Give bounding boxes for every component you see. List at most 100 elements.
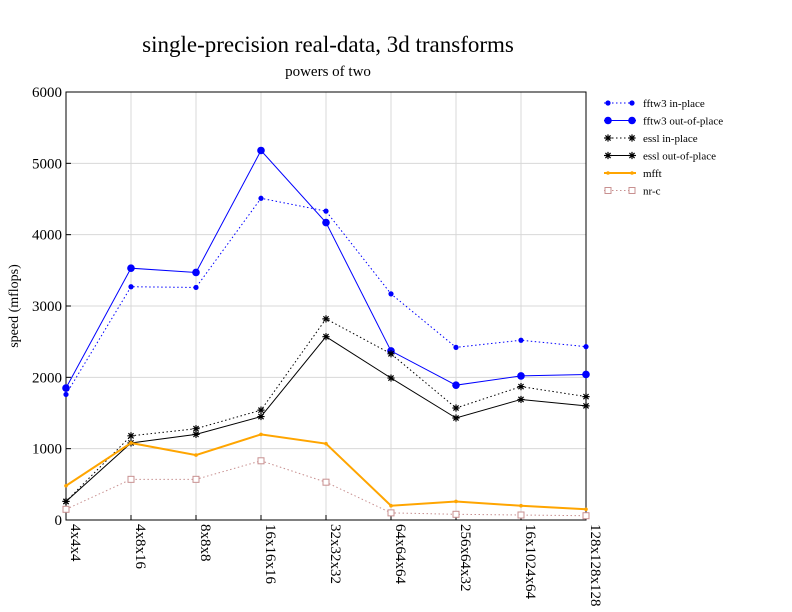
data-point: [194, 453, 198, 457]
data-point: [129, 441, 133, 445]
data-point: [517, 511, 525, 519]
legend-marker: [628, 134, 636, 142]
axes: [65, 91, 587, 521]
y-axis-label: speed (mflops): [7, 264, 22, 348]
x-tick-label: 256x64x32: [457, 524, 473, 592]
data-point: [322, 315, 330, 323]
data-point: [582, 370, 590, 379]
series-fftw3-in-place: [63, 195, 589, 398]
series-fftw3-out-of-place: [62, 146, 590, 392]
legend-marker: [630, 171, 634, 175]
data-point: [584, 507, 588, 512]
legend-label: mfft: [643, 168, 662, 180]
y-tick-label: 6000: [32, 85, 62, 101]
legend-marker: [604, 187, 612, 194]
chart-subtitle: powers of two: [285, 64, 371, 80]
data-point: [582, 392, 590, 401]
data-point: [192, 268, 200, 277]
data-point: [127, 264, 135, 272]
data-point: [259, 432, 263, 437]
data-point: [322, 478, 330, 486]
data-point: [387, 374, 395, 382]
data-point: [322, 333, 330, 341]
data-point: [518, 337, 524, 343]
chart-title: single-precision real-data, 3d transform…: [142, 32, 514, 57]
series-essl-out-of-place: [62, 333, 590, 506]
data-point: [64, 483, 68, 488]
data-point: [127, 432, 135, 440]
data-point: [258, 195, 264, 201]
legend-label: essl out-of-place: [643, 151, 716, 163]
data-point: [62, 497, 70, 506]
data-point: [452, 404, 460, 412]
data-point: [323, 208, 329, 214]
legend-marker: [629, 100, 635, 106]
tick-labels: 0 1000 2000 3000 4000 5000 6000 4x4x4 4x8x16 8x8x…: [32, 85, 603, 607]
data-point: [517, 383, 525, 391]
y-tick-label: 3000: [32, 299, 62, 315]
y-tick-label: 4000: [32, 228, 62, 244]
data-point: [454, 499, 458, 504]
data-point: [322, 218, 330, 227]
legend-marker: [604, 151, 612, 160]
legend-entry: fftw3 in-place: [604, 98, 705, 110]
data-point: [127, 475, 135, 483]
data-point: [517, 395, 525, 404]
data-point: [582, 512, 590, 520]
data-point: [519, 503, 523, 508]
data-point: [582, 402, 590, 410]
legend-entry: mfft: [604, 168, 662, 180]
data-point: [324, 441, 328, 446]
data-point: [63, 391, 69, 398]
data-point: [193, 284, 199, 291]
grid: [65, 91, 587, 521]
data-point: [452, 381, 460, 389]
y-tick-label: 5000: [32, 156, 62, 172]
data-point: [517, 372, 525, 380]
x-tick-label: 8x8x8: [197, 524, 213, 562]
legend-label: nr-c: [643, 186, 661, 198]
legend: fftw3 in-place fftw3 out-of-place essl in-…: [604, 98, 723, 198]
data-point: [257, 412, 265, 421]
data-point: [387, 350, 395, 358]
legend-marker: [606, 171, 610, 175]
legend-marker: [628, 187, 636, 194]
x-tick-label: 32x32x32: [327, 524, 343, 584]
x-tick-label: 64x64x64: [392, 524, 408, 585]
series-nr-c: [62, 457, 590, 520]
data-point: [128, 284, 134, 290]
x-tick-label: 128x128x128: [587, 524, 603, 607]
data-point: [257, 457, 265, 465]
x-tick-label: 16x1024x64: [522, 524, 538, 600]
data-point: [192, 430, 200, 438]
data-point: [452, 510, 460, 518]
legend-entry: essl out-of-place: [604, 151, 716, 163]
data-point: [257, 406, 265, 414]
y-tick-label: 0: [55, 513, 63, 529]
series-essl-in-place: [62, 315, 590, 506]
x-tick-label: 4x8x16: [132, 524, 148, 570]
legend-marker: [628, 116, 636, 125]
legend-label: fftw3 in-place: [643, 98, 705, 110]
data-point: [192, 425, 200, 433]
data-point: [389, 503, 393, 508]
series-mfft: [64, 432, 588, 512]
y-tick-label: 1000: [32, 442, 62, 458]
legend-marker: [628, 151, 636, 160]
legend-entry: nr-c: [604, 186, 661, 198]
data-point: [257, 146, 265, 155]
legend-entry: fftw3 out-of-place: [604, 116, 723, 128]
legend-label: essl in-place: [643, 133, 698, 145]
legend-entry: essl in-place: [604, 133, 698, 145]
series-line: [65, 197, 587, 395]
data-point: [62, 384, 70, 392]
x-tick-label: 4x4x4: [67, 524, 83, 562]
legend-label: fftw3 out-of-place: [643, 116, 723, 128]
series-layer: [62, 146, 590, 520]
data-point: [453, 344, 459, 350]
data-point: [192, 475, 200, 483]
legend-marker: [604, 116, 612, 125]
legend-marker: [604, 134, 612, 142]
data-point: [387, 509, 395, 517]
